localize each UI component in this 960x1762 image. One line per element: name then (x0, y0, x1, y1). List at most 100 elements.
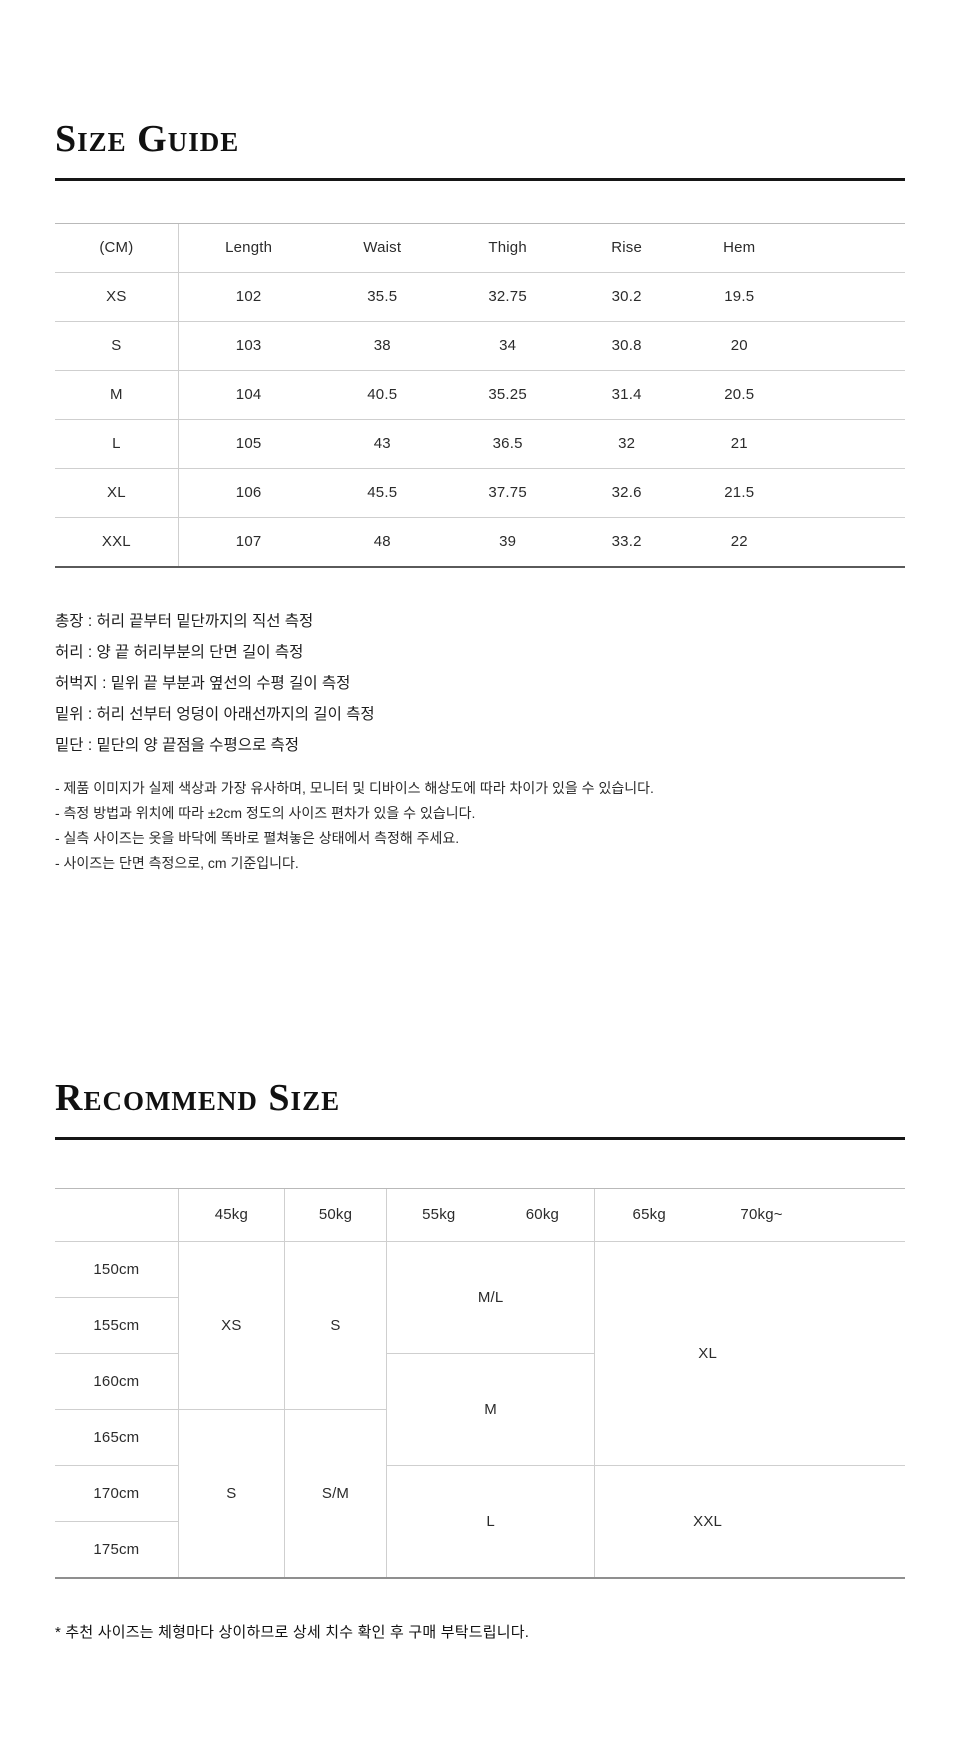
thigh-value: 36.5 (446, 419, 570, 469)
weight-header-pair: 65kg 70kg~ (595, 1206, 820, 1223)
definition-line: 총장 : 허리 끝부터 밑단까지의 직선 측정 (55, 612, 314, 630)
hem-value: 21.5 (684, 468, 795, 518)
length-value: 102 (178, 272, 319, 322)
weight-header-60kg: 60kg (525, 1206, 560, 1224)
recommend-size-title: Recommend Size (55, 1076, 341, 1119)
height-label: 150cm (55, 1241, 179, 1298)
size-guide-table-wrap: (CM) Length Waist Thigh Rise Hem XS 102 … (55, 222, 906, 568)
weight-header-65kg: 65kg (632, 1206, 666, 1224)
filler-cell (794, 370, 905, 420)
waist-value: 45.5 (318, 468, 446, 518)
height-row-150cm: 150cm XS S M/L XL (55, 1241, 905, 1466)
rise-value: 32 (569, 419, 684, 469)
waist-value: 38 (318, 321, 446, 371)
cell-xxl: XXL (693, 1512, 723, 1530)
size-label: M (55, 370, 179, 420)
definition-line: 허벅지 : 밑위 끝 부분과 옆선의 수평 길이 측정 (55, 674, 351, 692)
rise-value: 31.4 (569, 370, 684, 420)
weight-header-55-60kg: 55kg 60kg (386, 1188, 596, 1242)
filler-cell (794, 272, 905, 322)
waist-value: 43 (318, 419, 446, 469)
filler-cell (795, 517, 906, 566)
rise-value: 33.2 (611, 533, 642, 551)
size-guide-title-rule (55, 177, 905, 181)
height-label: 175cm (55, 1521, 179, 1577)
size-label: XS (55, 272, 179, 322)
column-header-rise: Rise (569, 223, 684, 273)
definition-line: 밑단 : 밑단의 양 끝점을 수평으로 측정 (55, 736, 300, 754)
table-row: M 104 40.5 35.25 31.4 20.5 (55, 370, 905, 420)
height-row-155cm: 155cm (55, 1297, 905, 1354)
weight-header-45kg: 45kg (178, 1188, 286, 1242)
definition-line: 밑위 : 허리 선부터 엉덩이 아래선까지의 길이 측정 (55, 705, 375, 723)
size-label: L (55, 419, 179, 469)
table-row: L 105 43 36.5 32 21 (55, 419, 905, 469)
cell-s-50kg: S (284, 1241, 387, 1410)
length-value: 107 (235, 533, 262, 551)
rise-value: 30.8 (569, 321, 684, 371)
cell-l: L (386, 1465, 596, 1577)
rise-value: 30.2 (569, 272, 684, 322)
length-value: 103 (178, 321, 319, 371)
hem-value: 21 (684, 419, 795, 469)
size-label: S (55, 321, 179, 371)
measurement-definitions: 총장 : 허리 끝부터 밑단까지의 직선 측정 허리 : 양 끝 허리부분의 단… (55, 606, 905, 761)
table-row: XL 106 45.5 37.75 32.6 21.5 (55, 468, 905, 518)
definition-line: 허리 : 양 끝 허리부분의 단면 길이 측정 (55, 643, 304, 661)
filler-cell (794, 223, 905, 273)
height-label: 155cm (55, 1297, 179, 1354)
size-label: XXL (55, 517, 179, 566)
unit-header-cell: (CM) (55, 223, 179, 273)
waist-value: 40.5 (318, 370, 446, 420)
recommend-size-title-rule (55, 1136, 905, 1140)
filler-cell (820, 1188, 905, 1242)
hem-value: 19.5 (684, 272, 795, 322)
size-guide-title: Size Guide (55, 118, 240, 160)
table-row: S 103 38 34 30.8 20 (55, 321, 905, 371)
cell-sm: S/M (284, 1409, 387, 1577)
weight-header-50kg: 50kg (284, 1188, 387, 1242)
height-label: 165cm (55, 1409, 179, 1466)
thigh-value: 39 (499, 533, 517, 551)
thigh-value: 37.75 (446, 468, 570, 518)
size-label: XL (55, 468, 179, 518)
rise-value: 32.6 (569, 468, 684, 518)
table-row: XS 102 35.5 32.75 30.2 19.5 (55, 272, 905, 322)
cell-m: M (386, 1353, 596, 1466)
filler-cell (794, 468, 905, 518)
waist-value: 48 (373, 533, 391, 551)
column-header-length: Length (178, 223, 319, 273)
height-row-170cm: 170cm L XXL (55, 1465, 905, 1577)
recommend-size-footnote: * 추천 사이즈는 체형마다 상이하므로 상세 치수 확인 후 구매 부탁드립니… (55, 1623, 530, 1641)
height-label: 160cm (55, 1353, 179, 1410)
height-label: 170cm (55, 1465, 179, 1522)
filler-cell (794, 321, 905, 371)
hem-value: 22 (730, 533, 748, 551)
hem-value: 20 (684, 321, 795, 371)
filler-cell (820, 1241, 905, 1466)
length-value: 106 (178, 468, 319, 518)
length-value: 105 (178, 419, 319, 469)
corner-cell (55, 1188, 179, 1242)
column-header-hem: Hem (684, 223, 795, 273)
column-header-thigh: Thigh (446, 223, 570, 273)
weight-header-55kg: 55kg (422, 1206, 456, 1224)
waist-value: 35.5 (318, 272, 446, 322)
weight-header-70kg: 70kg~ (740, 1206, 783, 1224)
column-header-waist: Waist (318, 223, 446, 273)
measurement-notes: - 제품 이미지가 실제 색상과 가장 유사하며, 모니터 및 디바이스 해상도… (55, 776, 905, 876)
height-row-160cm: 160cm M (55, 1353, 905, 1466)
cell-s-45kg: S (178, 1409, 286, 1577)
cell-xs: XS (178, 1241, 286, 1410)
filler-cell (820, 1465, 905, 1577)
note-line: - 실측 사이즈는 옷을 바닥에 똑바로 펼쳐놓은 상태에서 측정해 주세요. (55, 829, 460, 846)
length-value: 104 (178, 370, 319, 420)
weight-header-pair: 55kg 60kg (387, 1206, 594, 1223)
note-line: - 측정 방법과 위치에 따라 ±2cm 정도의 사이즈 편차가 있을 수 있습… (55, 804, 476, 821)
hem-value: 20.5 (684, 370, 795, 420)
size-guide-header-row: (CM) Length Waist Thigh Rise Hem (55, 223, 905, 273)
thigh-value: 34 (446, 321, 570, 371)
weight-header-65-70kg: 65kg 70kg~ (594, 1188, 820, 1242)
note-line: - 사이즈는 단면 측정으로, cm 기준입니다. (55, 854, 299, 871)
cell-xl: XL (594, 1241, 820, 1466)
